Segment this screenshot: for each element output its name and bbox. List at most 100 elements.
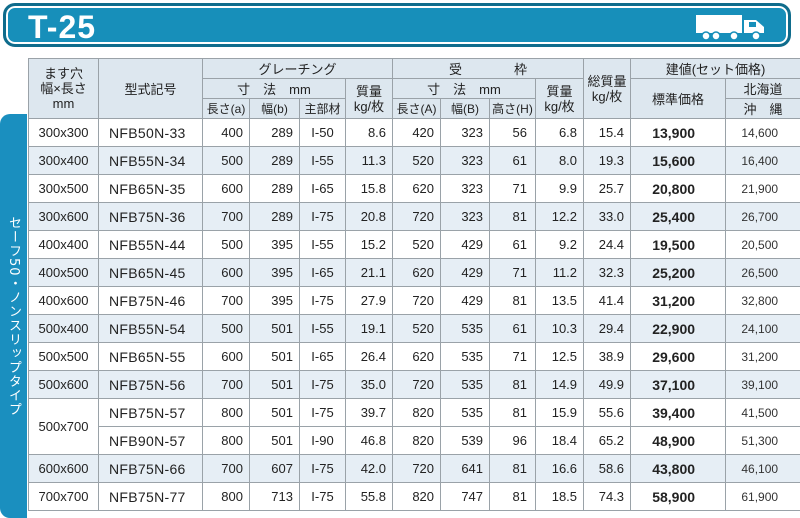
- grating-main-member-cell: I-75: [299, 454, 346, 483]
- total-weight-cell: 32.3: [583, 258, 632, 287]
- table-row: 500x400 NFB55N-54 500 501 I-55 19.1 520 535 61 10…: [28, 314, 800, 343]
- hokkaido-price-cell: 16,400: [725, 146, 800, 175]
- hokkaido-price-cell: 26,700: [725, 202, 800, 231]
- frame-width-cell: 323: [440, 118, 491, 147]
- grating-length-cell: 600: [202, 258, 250, 287]
- grating-width-cell: 501: [249, 314, 300, 343]
- frame-height-cell: 81: [489, 370, 537, 399]
- grating-weight-cell: 15.8: [344, 174, 394, 203]
- size-cell: 700x700: [28, 482, 99, 511]
- frame-width-cell: 429: [440, 258, 491, 287]
- frame-width-cell: 323: [440, 146, 491, 175]
- model-cell: NFB55N-44: [98, 230, 203, 259]
- model-cell: NFB75N-46: [98, 286, 203, 315]
- grating-length-cell: 500: [202, 314, 250, 343]
- frame-length-cell: 820: [392, 398, 442, 427]
- grating-width-cell: 395: [249, 286, 300, 315]
- model-cell: NFB75N-36: [98, 202, 203, 231]
- hokkaido-price-cell: 46,100: [725, 454, 800, 483]
- table-header: ます穴 幅×長さ mm 型式記号 グレーチング 受 枠 総質量 kg/枚 建値(…: [28, 58, 800, 119]
- frame-height-cell: 61: [489, 146, 537, 175]
- header-model: 型式記号: [98, 58, 203, 119]
- grating-weight-cell: 35.0: [344, 370, 394, 399]
- truck-icon: [696, 15, 764, 41]
- hokkaido-price-cell: 14,600: [725, 118, 800, 147]
- hokkaido-price-cell: 31,200: [725, 342, 800, 371]
- size-cell: 400x600: [28, 286, 99, 315]
- model-cell: NFB75N-56: [98, 370, 203, 399]
- total-weight-cell: 58.6: [583, 454, 632, 483]
- frame-height-cell: 81: [489, 286, 537, 315]
- grating-width-cell: 289: [249, 202, 300, 231]
- page-title: T-25: [28, 9, 97, 45]
- table-row: 500x500 NFB65N-55 600 501 I-65 26.4 620 535 71 12…: [28, 342, 800, 371]
- size-cell: 500x500: [28, 342, 99, 371]
- frame-weight-cell: 10.3: [535, 314, 585, 343]
- total-weight-cell: 65.2: [583, 426, 632, 455]
- header-grating-width: 幅(b): [249, 98, 300, 119]
- grating-main-member-cell: I-65: [299, 258, 346, 287]
- grating-main-member-cell: I-90: [299, 426, 346, 455]
- grating-length-cell: 600: [202, 342, 250, 371]
- standard-price-cell: 19,500: [630, 230, 727, 259]
- grating-weight-cell: 20.8: [344, 202, 394, 231]
- frame-width-cell: 429: [440, 230, 491, 259]
- frame-length-cell: 620: [392, 174, 442, 203]
- grating-main-member-cell: I-75: [299, 286, 346, 315]
- frame-length-cell: 620: [392, 258, 442, 287]
- model-cell: NFB65N-35: [98, 174, 203, 203]
- header-price-hokkaido: 北海道: [725, 78, 800, 99]
- standard-price-cell: 39,400: [630, 398, 727, 427]
- size-cell: 300x400: [28, 146, 99, 175]
- grating-width-cell: 501: [249, 370, 300, 399]
- total-weight-cell: 38.9: [583, 342, 632, 371]
- frame-length-cell: 420: [392, 118, 442, 147]
- frame-weight-cell: 16.6: [535, 454, 585, 483]
- grating-width-cell: 713: [249, 482, 300, 511]
- grating-weight-cell: 8.6: [344, 118, 394, 147]
- standard-price-cell: 22,900: [630, 314, 727, 343]
- total-weight-cell: 74.3: [583, 482, 632, 511]
- hokkaido-price-cell: 26,500: [725, 258, 800, 287]
- size-cell: 300x600: [28, 202, 99, 231]
- standard-price-cell: 31,200: [630, 286, 727, 315]
- table-row: 500x600 NFB75N-56 700 501 I-75 35.0 720 535 81 14…: [28, 370, 800, 399]
- frame-height-cell: 61: [489, 230, 537, 259]
- header-frame-weight: 質量 kg/枚: [535, 78, 585, 119]
- frame-height-cell: 96: [489, 426, 537, 455]
- frame-weight-cell: 12.2: [535, 202, 585, 231]
- series-label: セーフ50・ノンスリップタイプ: [6, 215, 21, 417]
- size-cell: 600x600: [28, 454, 99, 483]
- frame-height-cell: 71: [489, 258, 537, 287]
- hokkaido-price-cell: 39,100: [725, 370, 800, 399]
- header-price: 建値(セット価格): [630, 58, 800, 79]
- grating-weight-cell: 15.2: [344, 230, 394, 259]
- grating-length-cell: 700: [202, 202, 250, 231]
- standard-price-cell: 29,600: [630, 342, 727, 371]
- grating-main-member-cell: I-55: [299, 230, 346, 259]
- grating-width-cell: 607: [249, 454, 300, 483]
- model-cell: NFB90N-57: [98, 426, 203, 455]
- grating-weight-cell: 42.0: [344, 454, 394, 483]
- grating-weight-cell: 26.4: [344, 342, 394, 371]
- header-frame: 受 枠: [392, 58, 585, 79]
- frame-width-cell: 535: [440, 370, 491, 399]
- frame-weight-cell: 6.8: [535, 118, 585, 147]
- frame-height-cell: 81: [489, 482, 537, 511]
- series-label-band: セーフ50・ノンスリップタイプ: [0, 114, 27, 518]
- total-weight-cell: 55.6: [583, 398, 632, 427]
- total-weight-cell: 25.7: [583, 174, 632, 203]
- grating-main-member-cell: I-65: [299, 342, 346, 371]
- grating-width-cell: 395: [249, 230, 300, 259]
- frame-length-cell: 720: [392, 370, 442, 399]
- title-banner: T-25: [3, 3, 791, 47]
- hokkaido-price-cell: 20,500: [725, 230, 800, 259]
- grating-weight-cell: 46.8: [344, 426, 394, 455]
- frame-width-cell: 539: [440, 426, 491, 455]
- grating-weight-cell: 39.7: [344, 398, 394, 427]
- grating-main-member-cell: I-50: [299, 118, 346, 147]
- frame-width-cell: 747: [440, 482, 491, 511]
- grating-length-cell: 700: [202, 454, 250, 483]
- grating-main-member-cell: I-75: [299, 398, 346, 427]
- grating-main-member-cell: I-75: [299, 202, 346, 231]
